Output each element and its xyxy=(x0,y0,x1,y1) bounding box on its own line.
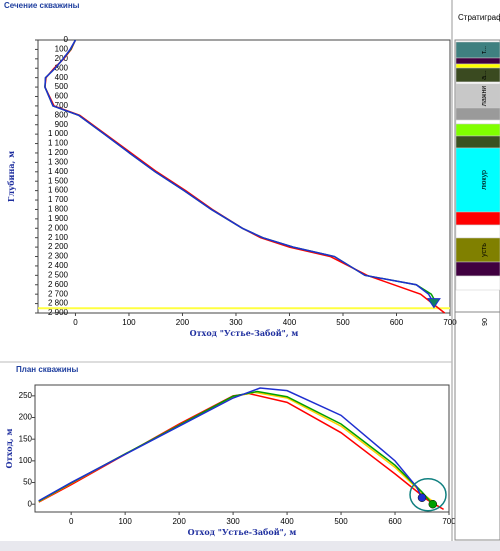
y-tick-label: 600 xyxy=(55,92,69,101)
strat-bottom-label: 90 xyxy=(482,318,489,326)
strat-layer xyxy=(455,237,500,263)
y-tick-label: 2 900 xyxy=(48,308,69,317)
y-tick-label: 100 xyxy=(55,45,69,54)
strat-layer xyxy=(455,63,500,69)
end-marker xyxy=(427,298,441,309)
end-marker xyxy=(428,499,438,509)
x-tick-label: 300 xyxy=(229,318,243,327)
x-tick-label: 500 xyxy=(336,318,350,327)
x-tick-label: 100 xyxy=(118,517,132,526)
x-tick-label: 600 xyxy=(390,318,404,327)
plot-frame xyxy=(34,384,450,513)
plot-frame xyxy=(37,39,451,314)
y-tick-label: 2 200 xyxy=(48,242,69,251)
x-tick-label: 200 xyxy=(172,517,186,526)
y-tick-label: 2 100 xyxy=(48,233,69,242)
y-tick-label: 50 xyxy=(23,478,32,487)
y-axis-label: Глубина, м xyxy=(6,151,16,202)
y-tick-label: 0 xyxy=(28,499,33,508)
strat-frame xyxy=(454,39,500,541)
y-tick-label: 800 xyxy=(55,110,69,119)
strat-label: а... xyxy=(481,70,488,80)
status-bar xyxy=(0,541,500,551)
strat-header: Стратиграф xyxy=(458,13,500,22)
y-tick-label: 2 700 xyxy=(48,289,69,298)
strat-layer xyxy=(455,119,500,125)
strat-layer xyxy=(455,41,500,59)
y-tick-label: 1 900 xyxy=(48,214,69,223)
y-tick-label: 100 xyxy=(19,456,33,465)
y-tick-label: 200 xyxy=(19,413,33,422)
x-tick-label: 100 xyxy=(122,318,136,327)
y-tick-label: 1 100 xyxy=(48,139,69,148)
y-tick-label: 300 xyxy=(55,63,69,72)
strat-layer xyxy=(455,81,500,85)
strat-layer xyxy=(455,83,500,109)
y-tick-label: 1 600 xyxy=(48,186,69,195)
panel-title: Сечение скважины xyxy=(4,1,80,10)
y-axis-label: Отход, м xyxy=(4,429,14,469)
strat-label: люкур xyxy=(481,170,488,190)
strat-layer xyxy=(455,135,500,149)
y-tick-label: 1 500 xyxy=(48,176,69,185)
x-tick-label: 300 xyxy=(226,517,240,526)
y-tick-label: 1 700 xyxy=(48,195,69,204)
y-tick-label: 1 200 xyxy=(48,148,69,157)
strat-label: усть xyxy=(481,243,488,257)
x-tick-label: 400 xyxy=(280,517,294,526)
y-tick-label: 1 400 xyxy=(48,167,69,176)
y-tick-label: 2 300 xyxy=(48,252,69,261)
strat-layer xyxy=(455,57,500,65)
y-tick-label: 200 xyxy=(55,54,69,63)
y-tick-label: 500 xyxy=(55,82,69,91)
x-axis-label: Отход "Устье-Забой", м xyxy=(188,527,297,537)
x-tick-label: 700 xyxy=(443,318,457,327)
strat-layer xyxy=(455,275,500,291)
y-tick-label: 2 800 xyxy=(48,299,69,308)
y-tick-label: 900 xyxy=(55,120,69,129)
strat-layer xyxy=(455,67,500,83)
x-tick-label: 400 xyxy=(283,318,297,327)
strat-layer xyxy=(455,123,500,137)
y-tick-label: 2 600 xyxy=(48,280,69,289)
strat-layer xyxy=(455,147,500,213)
strat-layer xyxy=(455,224,500,239)
y-tick-label: 1 300 xyxy=(48,157,69,166)
x-tick-label: 700 xyxy=(442,517,456,526)
target-zone xyxy=(409,477,447,512)
y-tick-label: 0 xyxy=(64,35,69,44)
y-tick-label: 2 500 xyxy=(48,270,69,279)
x-tick-label: 0 xyxy=(73,318,78,327)
x-axis-label: Отход "Устье-Забой", м xyxy=(190,328,299,338)
x-tick-label: 0 xyxy=(69,517,74,526)
well-path xyxy=(38,387,423,502)
end-marker xyxy=(417,493,427,502)
y-tick-label: 400 xyxy=(55,73,69,82)
y-tick-label: 250 xyxy=(19,391,33,400)
y-tick-label: 1 000 xyxy=(48,129,69,138)
strat-label: т... xyxy=(481,46,488,54)
x-tick-label: 500 xyxy=(334,517,348,526)
y-tick-label: 700 xyxy=(55,101,69,110)
x-tick-label: 200 xyxy=(176,318,190,327)
well-path xyxy=(44,39,435,304)
strat-layer xyxy=(455,107,500,121)
strat-layer xyxy=(455,211,500,226)
x-tick-label: 600 xyxy=(388,517,402,526)
strat-layer xyxy=(455,261,500,277)
panel-title: План скважины xyxy=(16,365,78,374)
y-tick-label: 150 xyxy=(19,434,33,443)
y-tick-label: 1 800 xyxy=(48,205,69,214)
strat-label: лажни xyxy=(481,86,488,107)
y-tick-label: 2 400 xyxy=(48,261,69,270)
y-tick-label: 2 000 xyxy=(48,223,69,232)
